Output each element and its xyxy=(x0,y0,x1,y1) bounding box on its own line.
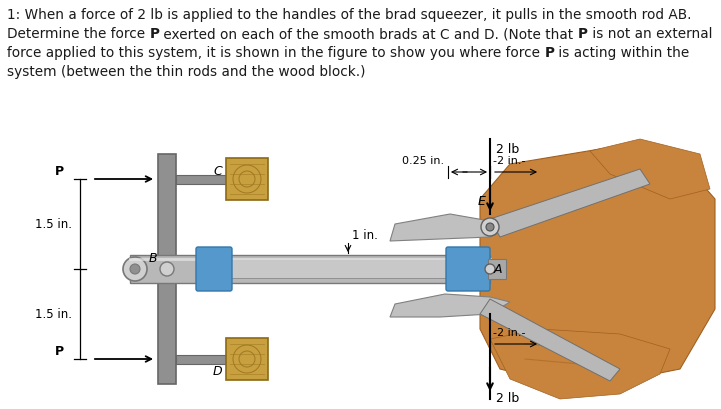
Bar xyxy=(130,255,490,283)
Text: 1: When a force of 2 lb is applied to the handles of the brad squeezer, it pulls: 1: When a force of 2 lb is applied to th… xyxy=(7,8,691,22)
Bar xyxy=(176,355,228,364)
Text: 1 in.: 1 in. xyxy=(352,229,378,241)
Text: B: B xyxy=(149,252,158,264)
Text: P: P xyxy=(544,46,554,60)
Circle shape xyxy=(481,218,499,236)
Text: 2 lb: 2 lb xyxy=(496,143,519,155)
Text: C: C xyxy=(213,164,222,178)
Text: Determine the force: Determine the force xyxy=(7,27,149,41)
Bar xyxy=(226,159,268,200)
Text: -2 in.-: -2 in.- xyxy=(493,155,526,166)
Text: P: P xyxy=(149,27,159,41)
Polygon shape xyxy=(490,329,670,399)
Text: system (between the thin rods and the wood block.): system (between the thin rods and the wo… xyxy=(7,65,366,79)
Polygon shape xyxy=(480,299,620,381)
Bar xyxy=(488,259,506,279)
Text: is acting within the: is acting within the xyxy=(554,46,689,60)
Text: P: P xyxy=(55,164,64,178)
Circle shape xyxy=(130,264,140,274)
Text: 2 lb: 2 lb xyxy=(496,391,519,404)
Polygon shape xyxy=(590,139,710,200)
Text: 1.5 in.: 1.5 in. xyxy=(35,308,72,321)
Circle shape xyxy=(160,262,174,276)
Text: 0.25 in.: 0.25 in. xyxy=(402,155,444,166)
Polygon shape xyxy=(490,170,650,237)
Bar xyxy=(176,175,228,184)
Bar xyxy=(226,338,268,380)
Text: 1.5 in.: 1.5 in. xyxy=(35,218,72,231)
Bar xyxy=(158,155,176,384)
Bar xyxy=(230,261,448,278)
Text: -2 in.-: -2 in.- xyxy=(493,327,526,337)
Text: P: P xyxy=(55,344,64,357)
Circle shape xyxy=(486,223,494,231)
Text: P: P xyxy=(578,27,588,41)
Circle shape xyxy=(485,264,495,274)
Text: A: A xyxy=(494,263,503,276)
Polygon shape xyxy=(390,214,510,241)
Text: exerted on each of the smooth brads at C and D. (Note that: exerted on each of the smooth brads at C… xyxy=(159,27,578,41)
Text: D: D xyxy=(213,364,222,377)
FancyBboxPatch shape xyxy=(196,247,232,291)
Circle shape xyxy=(123,257,147,281)
Polygon shape xyxy=(390,294,510,317)
Text: E: E xyxy=(478,195,486,207)
Text: force applied to this system, it is shown in the figure to show you where force: force applied to this system, it is show… xyxy=(7,46,544,60)
FancyBboxPatch shape xyxy=(446,247,490,291)
Text: is not an external: is not an external xyxy=(588,27,712,41)
Polygon shape xyxy=(480,150,715,389)
